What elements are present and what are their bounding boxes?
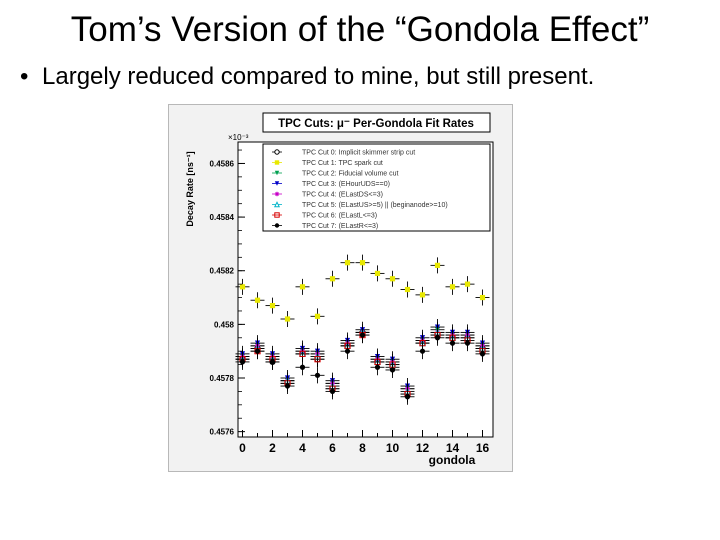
y-exponent-label: ×10⁻³	[228, 133, 249, 142]
y-tick-label: 0.4582	[210, 267, 235, 276]
bullet-dot-icon: •	[20, 63, 29, 90]
x-tick-label: 4	[299, 441, 306, 455]
data-point	[464, 340, 471, 346]
data-point	[314, 356, 321, 363]
x-tick-label: 10	[386, 441, 400, 455]
bullet-item: • Largely reduced compared to mine, but s…	[20, 62, 594, 92]
data-point	[344, 348, 351, 354]
data-point	[419, 292, 426, 298]
data-point	[374, 364, 381, 370]
data-point	[299, 284, 306, 290]
data-point	[299, 364, 306, 370]
data-point	[314, 313, 321, 319]
data-point	[273, 201, 281, 208]
data-point	[239, 359, 246, 365]
data-point	[274, 160, 280, 165]
data-point	[359, 332, 366, 338]
y-axis-label: Decay Rate [ns⁻¹]	[185, 151, 195, 226]
legend-entry: TPC Cut 6: (ELastL<=3)	[302, 213, 377, 220]
data-point	[434, 262, 441, 268]
data-point	[449, 340, 456, 346]
legend-entry: TPC Cut 7: (ELastR<=3)	[302, 223, 378, 230]
data-point	[284, 383, 291, 389]
data-point	[274, 181, 280, 186]
data-point	[274, 223, 280, 228]
x-tick-label: 16	[476, 441, 490, 455]
y-tick-label: 0.4578	[210, 374, 235, 383]
data-point	[254, 348, 261, 354]
data-point	[314, 372, 321, 378]
x-tick-label: 6	[329, 441, 336, 455]
data-point	[404, 394, 411, 400]
data-point	[404, 286, 411, 293]
chart-figure: 0 2 4 6 8 10 12 14 16 0.4576 0.4578 0.458 0.4582 0.45…	[168, 104, 513, 472]
data-point	[299, 350, 306, 357]
data-point	[419, 348, 426, 354]
data-point	[479, 294, 486, 301]
x-tick-label: 0	[239, 441, 246, 455]
bullet-text: Largely reduced compared to mine, but st…	[42, 63, 595, 90]
data-point	[479, 351, 486, 357]
data-point	[389, 367, 396, 373]
legend-entry: TPC Cut 5: (ELastUS>=5) || (beginanode>=…	[302, 202, 448, 209]
y-tick-label: 0.4586	[210, 159, 235, 168]
legend-entry: TPC Cut 1: TPC spark cut	[302, 160, 383, 167]
legend-box	[262, 143, 491, 232]
data-point	[274, 170, 280, 176]
data-point	[374, 270, 381, 277]
data-point	[329, 388, 336, 395]
y-tick-label: 0.4584	[210, 213, 235, 222]
data-point	[269, 359, 276, 365]
legend-entry: TPC Cut 2: Fiducial volume cut	[302, 171, 399, 178]
data-point	[464, 281, 471, 287]
data-point	[359, 260, 366, 266]
data-point	[269, 302, 276, 309]
x-tick-label: 14	[446, 441, 460, 455]
axes: 0 2 4 6 8 10 12 14 16 0.4576 0.4578 0.458 0.4582 0.45…	[210, 149, 490, 455]
data-point	[274, 212, 280, 218]
chart-title: TPC Cuts: μ⁻ Per-Gondola Fit Rates	[278, 118, 474, 130]
data-point	[344, 260, 351, 266]
data-point	[329, 276, 336, 282]
x-tick-label: 2	[269, 441, 276, 455]
data-point	[274, 191, 280, 197]
y-tick-label: 0.458	[214, 320, 235, 329]
data-point	[284, 316, 291, 322]
legend: TPC Cut 0: Implicit skimmer strip cut TPC…	[262, 143, 491, 232]
legend-entry: TPC Cut 4: (ELastDS<=3)	[302, 192, 383, 199]
data-point	[389, 276, 396, 282]
series	[235, 254, 490, 327]
chart-svg: 0 2 4 6 8 10 12 14 16 0.4576 0.4578 0.458 0.4582 0.45…	[168, 104, 513, 472]
legend-entry: TPC Cut 3: (EHourUDS==0)	[302, 181, 390, 188]
x-tick-label: 8	[359, 441, 366, 455]
chart-title-box	[262, 112, 491, 133]
x-axis-label: gondola	[429, 453, 476, 467]
y-tick-label: 0.4576	[210, 428, 235, 437]
slide-title: Tom’s Version of the “Gondola Effect”	[70, 10, 650, 49]
data-point	[434, 335, 441, 341]
data-point	[254, 297, 261, 303]
series	[235, 327, 490, 405]
plot-marks	[235, 254, 490, 405]
legend-entry: TPC Cut 0: Implicit skimmer strip cut	[302, 150, 415, 157]
x-tick-label: 12	[416, 441, 430, 455]
data-point	[449, 284, 456, 290]
data-point	[239, 284, 246, 290]
data-point	[274, 149, 280, 155]
